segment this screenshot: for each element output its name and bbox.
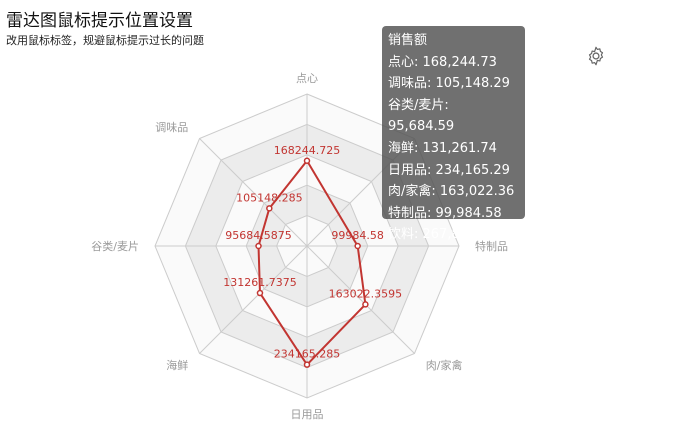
radar-indicator-label: 海鲜 (166, 358, 188, 372)
radar-data-label: 95684.5875 (225, 229, 291, 242)
radar-data-point[interactable] (354, 242, 361, 250)
tooltip-row: 肉/家禽: 163,022.36 (388, 184, 515, 200)
chart-title: 雷达图鼠标提示位置设置 (6, 11, 193, 31)
chart-subtitle: 改用鼠标标签，规避鼠标提示过长的问题 (6, 34, 204, 47)
radar-data-point[interactable] (256, 289, 264, 297)
radar-data-label: 99984.58 (331, 229, 384, 242)
radar-data-label: 168244.725 (274, 144, 340, 157)
tooltip-row: 日用品: 234,165.29 (388, 162, 510, 178)
radar-data-point[interactable] (303, 157, 311, 165)
radar-indicator-label: 日用品 (291, 408, 324, 421)
radar-data-label: 163022.3595 (329, 287, 402, 300)
tooltip-row: 谷类/麦片: 95,684.59 (388, 97, 455, 135)
radar-axis-line (199, 245, 308, 354)
radar-data-label: 234165.285 (274, 348, 340, 361)
radar-indicator-label: 谷类/麦片 (91, 239, 139, 253)
radar-axis-line (199, 138, 308, 247)
tooltip-title: 销售额 (388, 33, 428, 48)
tooltip-row: 特制品: 99,984.58 (388, 205, 502, 221)
radar-data-point[interactable] (303, 361, 311, 368)
tooltip-row: 海鲜: 131,261.74 (388, 140, 497, 156)
radar-data-label: 131261.7375 (223, 276, 296, 289)
gear-icon[interactable] (585, 45, 607, 67)
radar-indicator-label: 点心 (296, 72, 318, 85)
tooltip: 销售额 点心: 168,244.73 调味品: 105,148.29 谷类/麦片… (382, 26, 525, 242)
radar-data-point[interactable] (255, 242, 262, 250)
radar-data-label: 105148.285 (236, 191, 302, 204)
radar-series-line[interactable] (257, 159, 367, 366)
radar-indicator-label: 调味品 (155, 121, 188, 134)
radar-indicator-label: 特制品 (475, 239, 508, 253)
tooltip-row: 调味品: 105,148.29 (388, 76, 510, 92)
tooltip-row: 饮料: 267,892.18 (388, 227, 497, 243)
tooltip-row: 点心: 168,244.73 (388, 54, 497, 70)
radar-data-point[interactable] (362, 301, 369, 308)
radar-data-point[interactable] (266, 205, 273, 212)
radar-indicator-label: 肉/家禽 (426, 358, 463, 372)
radar-axis-line (306, 245, 415, 354)
